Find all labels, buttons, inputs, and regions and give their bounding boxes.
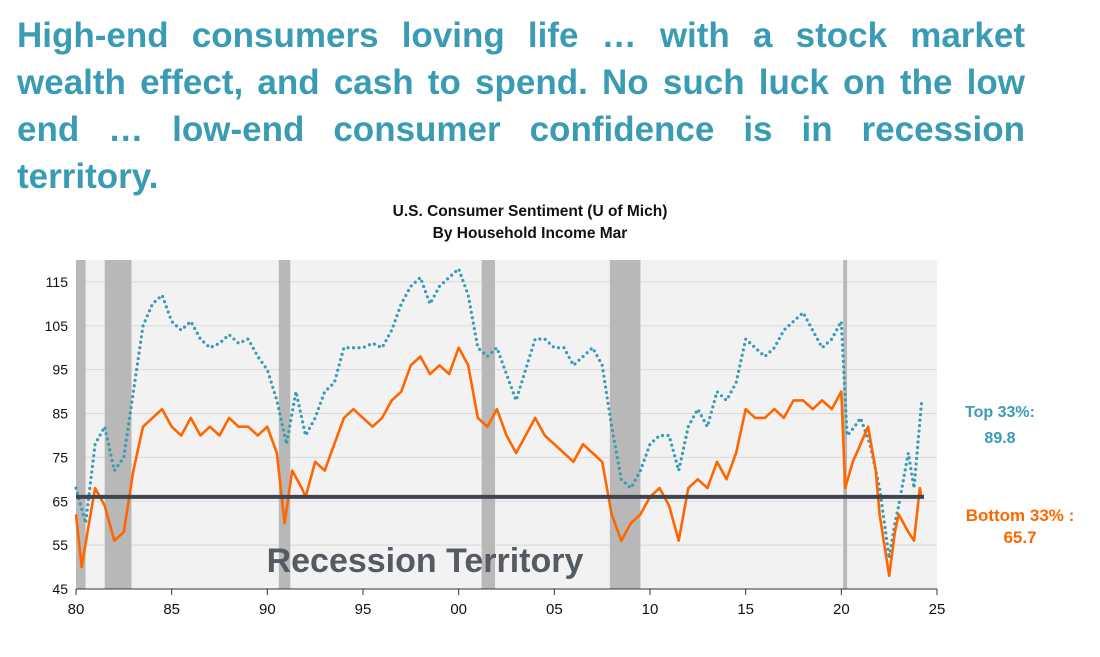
recession-band — [104, 260, 132, 589]
y-tick-label: 85 — [52, 406, 68, 422]
recession-band — [278, 260, 291, 589]
recession-band — [843, 260, 848, 589]
x-tick-label: 05 — [546, 601, 563, 618]
y-tick-label: 65 — [52, 493, 68, 509]
y-tick-label: 75 — [52, 449, 68, 465]
y-tick-label: 95 — [52, 362, 68, 378]
top-33-series-line — [74, 267, 924, 560]
x-tick-label: 80 — [68, 601, 85, 618]
plot-area — [76, 260, 937, 589]
x-tick-label: 90 — [259, 601, 276, 618]
chart-subtitle: By Household Income Mar — [432, 225, 628, 242]
y-tick-label: 105 — [45, 318, 69, 334]
top-annotation-value: 89.8 — [984, 430, 1016, 447]
recession-band — [609, 260, 641, 589]
y-tick-label: 55 — [52, 537, 68, 553]
x-tick-label: 95 — [355, 601, 372, 618]
x-tick-label: 25 — [929, 601, 946, 618]
x-tick-label: 85 — [163, 601, 180, 618]
recession-band — [76, 260, 86, 589]
chart-title: U.S. Consumer Sentiment (U of Mich) — [392, 203, 668, 220]
headline: High-end consumers loving life … with a … — [17, 16, 1025, 196]
top-annotation-label: Top 33%: — [965, 404, 1035, 421]
bottom-annotation-label: Bottom 33% : — [965, 506, 1075, 525]
x-tick-label: 00 — [450, 601, 467, 618]
x-tick-label: 10 — [642, 601, 659, 618]
bottom-33-series-line — [74, 346, 923, 578]
bottom-annotation-value: 65.7 — [1003, 528, 1037, 547]
x-tick-label: 15 — [737, 601, 754, 618]
recession-territory-label: Recession Territory — [267, 542, 584, 580]
y-tick-label: 115 — [46, 274, 69, 290]
y-tick-label: 45 — [52, 581, 68, 597]
x-tick-label: 20 — [833, 601, 850, 618]
